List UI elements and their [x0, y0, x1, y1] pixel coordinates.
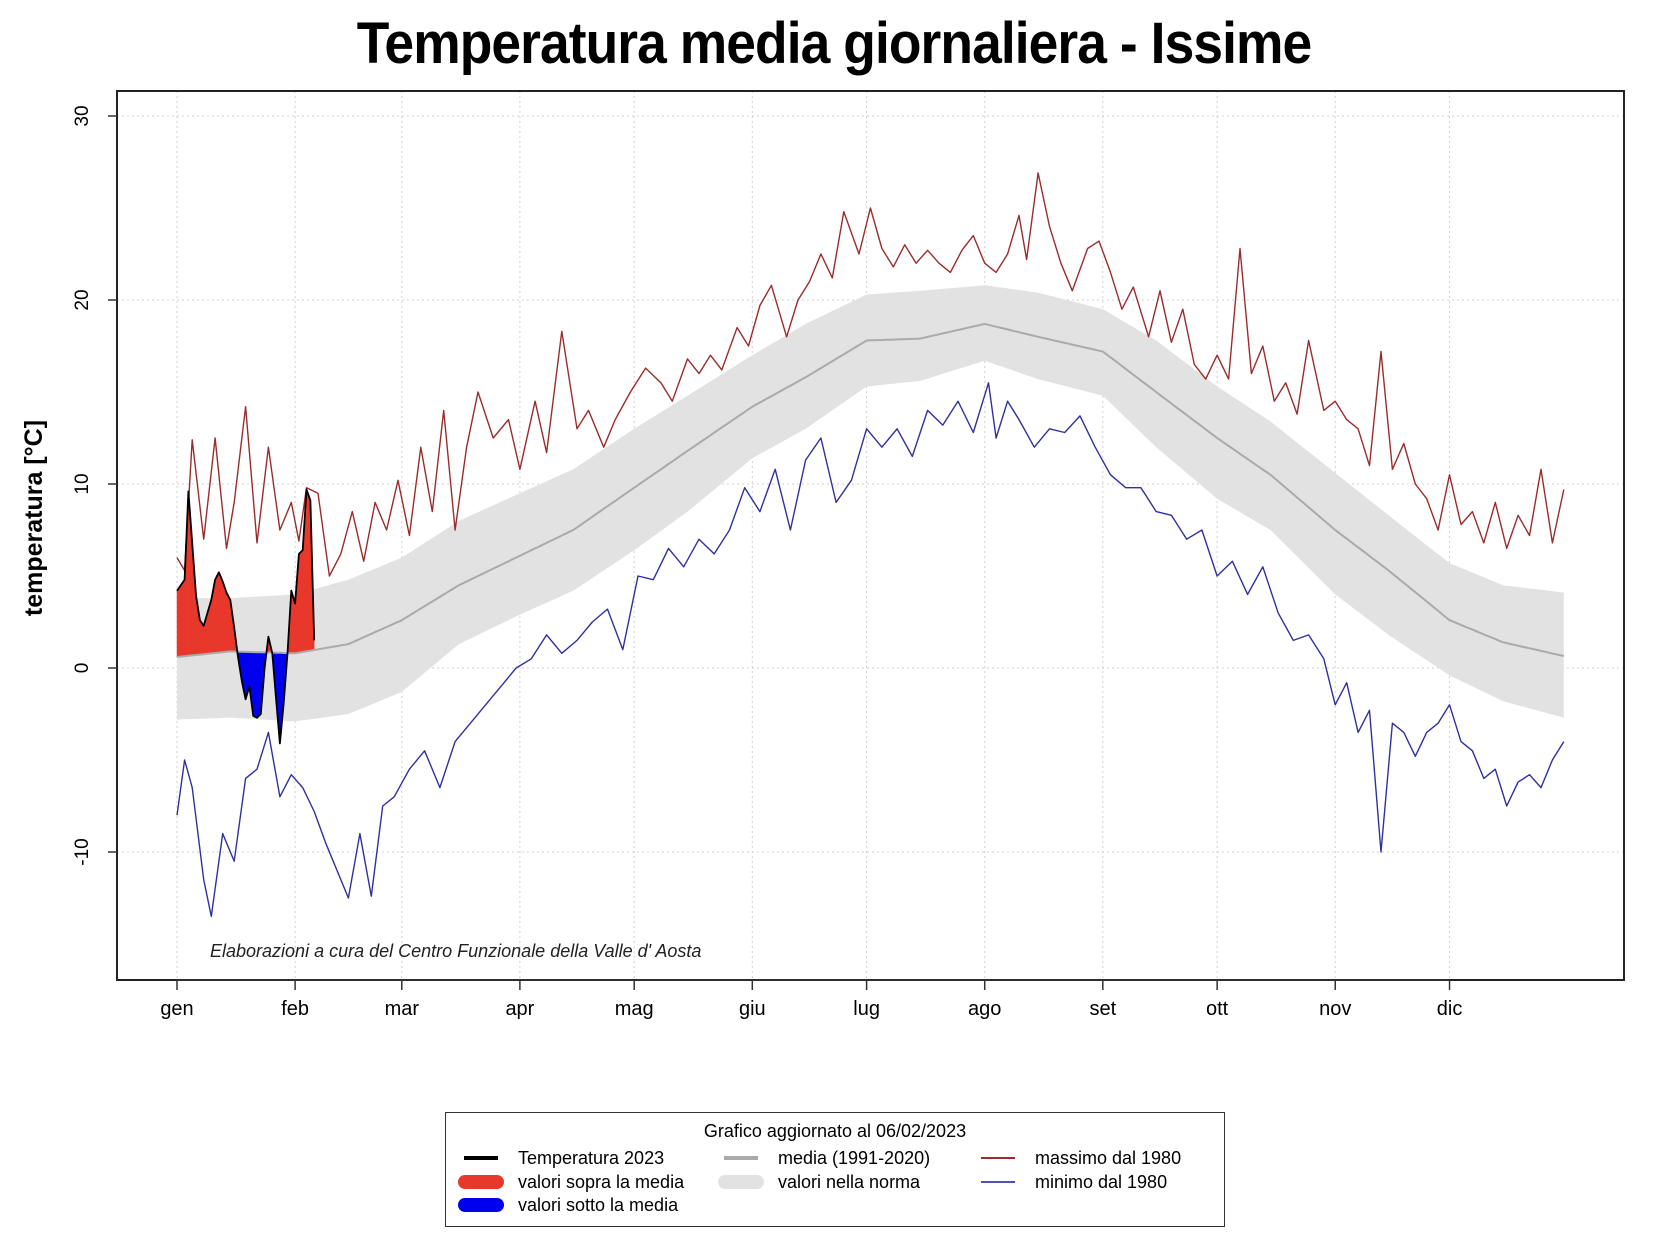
- y-axis-label: temperatura [°C]: [20, 420, 48, 616]
- y-tick-label: 20: [72, 289, 93, 310]
- x-tick-label-dic: dic: [1437, 998, 1463, 1020]
- anomaly-segment: [252, 651, 258, 719]
- anomaly-segment: [176, 584, 182, 658]
- mean-line: [176, 322, 1565, 658]
- legend-label: Temperatura 2023: [518, 1148, 665, 1168]
- x-tick-label-mag: mag: [615, 998, 654, 1020]
- x-tick-label-lug: lug: [853, 998, 880, 1020]
- legend-label: valori nella norma: [778, 1172, 921, 1192]
- legend-label: valori sopra la media: [518, 1172, 685, 1192]
- legend-title: Grafico aggiornato al 06/02/2023: [703, 1121, 967, 1141]
- y-tick-label: 0: [72, 663, 93, 674]
- legend-swatch: [458, 1171, 504, 1193]
- norm-band-area: [177, 285, 1564, 722]
- legend-swatch: [975, 1147, 1021, 1169]
- legend-swatch: [975, 1171, 1021, 1193]
- legend-swatch: [718, 1171, 764, 1193]
- legend-swatch: [458, 1194, 504, 1216]
- x-tick-label-nov: nov: [1319, 998, 1351, 1020]
- series-lines: [176, 172, 1565, 918]
- anomaly-segment: [180, 578, 185, 657]
- legend-swatch: [458, 1147, 504, 1169]
- anomaly-segment: [218, 572, 223, 653]
- grid-lines: [117, 91, 1624, 980]
- anomaly-segment: [298, 549, 303, 653]
- anomaly-segment: [214, 572, 220, 654]
- x-tick-label-apr: apr: [505, 998, 534, 1020]
- x-tick-label-gen: gen: [160, 998, 193, 1020]
- x-tick-label-ago: ago: [968, 998, 1001, 1020]
- min-record-line: [176, 382, 1565, 918]
- legend-label: media (1991-2020): [778, 1148, 931, 1168]
- credit-annotation: Elaborazioni a cura del Centro Funzional…: [210, 941, 701, 961]
- x-tick-label-giu: giu: [739, 998, 766, 1020]
- x-tick-label-feb: feb: [281, 998, 309, 1020]
- y-axis: -10 0 10 20 30: [72, 105, 117, 866]
- legend-label: minimo dal 1980: [1035, 1172, 1168, 1192]
- anomaly-segment: [306, 489, 311, 652]
- x-tick-label-set: set: [1089, 998, 1116, 1020]
- x-tick-label-ott: ott: [1206, 998, 1229, 1020]
- legend: Grafico aggiornato al 06/02/2023 Tempera…: [445, 1112, 1225, 1227]
- norm-band: [177, 285, 1564, 722]
- y-tick-label: 10: [72, 473, 93, 494]
- y-tick-label: 30: [72, 105, 93, 126]
- temperature-2023-line: [176, 488, 316, 745]
- legend-label: massimo dal 1980: [1035, 1148, 1182, 1168]
- legend-label: valori sotto la media: [518, 1195, 679, 1215]
- max-record-line: [176, 172, 1565, 577]
- chart-title: Temperatura media giornaliera - Issime: [356, 11, 1312, 76]
- legend-swatch: [718, 1147, 764, 1169]
- x-axis: gen feb mar apr mag giu lug ago set ott nov dic: [160, 979, 1463, 1020]
- x-tick-label-mar: mar: [385, 998, 420, 1020]
- y-tick-label: -10: [72, 838, 93, 865]
- anomaly-segment: [256, 651, 262, 719]
